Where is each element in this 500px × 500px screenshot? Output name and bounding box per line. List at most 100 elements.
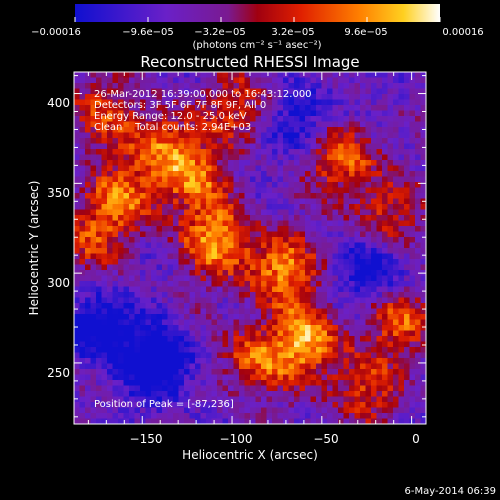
heatmap-cell (156, 121, 163, 128)
heatmap-cell (382, 72, 389, 79)
heatmap-cell (151, 198, 158, 205)
heatmap-cell (206, 248, 213, 255)
heatmap-cell (195, 193, 202, 200)
heatmap-cell (134, 121, 141, 128)
heatmap-cell (167, 286, 174, 293)
heatmap-cell (332, 314, 339, 321)
heatmap-cell (299, 204, 306, 211)
heatmap-cell (167, 231, 174, 238)
heatmap-cell (409, 380, 416, 387)
heatmap-cell (233, 303, 240, 310)
heatmap-cell (255, 341, 262, 348)
heatmap-cell (184, 204, 191, 211)
heatmap-cell (244, 363, 251, 370)
heatmap-cell (129, 88, 136, 95)
heatmap-cell (305, 198, 312, 205)
heatmap-cell (294, 226, 301, 233)
heatmap-cell (415, 253, 422, 260)
heatmap-cell (398, 237, 405, 244)
heatmap-cell (404, 369, 411, 376)
heatmap-cell (195, 110, 202, 117)
heatmap-cell (283, 336, 290, 343)
heatmap-cell (233, 165, 240, 172)
heatmap-cell (118, 83, 125, 90)
heatmap-cell (415, 143, 422, 150)
heatmap-cell (151, 138, 158, 145)
heatmap-cell (420, 308, 426, 315)
heatmap-cell (255, 380, 262, 387)
heatmap-cell (305, 253, 312, 260)
heatmap-cell (178, 209, 185, 216)
heatmap-cell (96, 363, 103, 370)
heatmap-cell (354, 231, 361, 238)
heatmap-cell (184, 176, 191, 183)
heatmap-cell (151, 99, 158, 106)
heatmap-cell (129, 154, 136, 161)
heatmap-cell (222, 204, 229, 211)
heatmap-cell (420, 330, 426, 337)
heatmap-cell (79, 402, 86, 409)
heatmap-cell (206, 253, 213, 260)
heatmap-cell (129, 110, 136, 117)
heatmap-cell (118, 215, 125, 222)
heatmap-cell (404, 182, 411, 189)
heatmap-cell (90, 94, 97, 101)
heatmap-cell (184, 220, 191, 227)
heatmap-cell (112, 138, 119, 145)
heatmap-cell (266, 99, 273, 106)
heatmap-cell (184, 303, 191, 310)
heatmap-cell (415, 242, 422, 249)
heatmap-cell (277, 143, 284, 150)
heatmap-cell (338, 198, 345, 205)
heatmap-cell (288, 83, 295, 90)
heatmap-cell (195, 182, 202, 189)
heatmap-cell (409, 132, 416, 139)
heatmap-cell (365, 72, 372, 79)
heatmap-cell (255, 94, 262, 101)
heatmap-cell (156, 358, 163, 365)
heatmap-cell (327, 402, 334, 409)
heatmap-cell (140, 308, 147, 315)
heatmap-cell (134, 319, 141, 326)
heatmap-cell (343, 297, 350, 304)
heatmap-cell (118, 385, 125, 392)
heatmap-cell (343, 105, 350, 112)
heatmap-cell (195, 336, 202, 343)
heatmap-cell (398, 325, 405, 332)
heatmap-cell (387, 154, 394, 161)
heatmap-cell (409, 121, 416, 128)
heatmap-cell (288, 270, 295, 277)
heatmap-cell (316, 132, 323, 139)
heatmap-cell (85, 264, 92, 271)
heatmap-cell (156, 171, 163, 178)
heatmap-cell (327, 363, 334, 370)
heatmap-cell (387, 275, 394, 282)
heatmap-cell (349, 286, 356, 293)
heatmap-cell (167, 187, 174, 194)
heatmap-cell (316, 220, 323, 227)
heatmap-cell (343, 358, 350, 365)
heatmap-cell (200, 281, 207, 288)
heatmap-cell (200, 110, 207, 117)
heatmap-cell (338, 231, 345, 238)
heatmap-cell (371, 171, 378, 178)
heatmap-cell (415, 138, 422, 145)
heatmap-cell (211, 88, 218, 95)
heatmap-cell (398, 391, 405, 398)
heatmap-cell (156, 369, 163, 376)
heatmap-cell (332, 281, 339, 288)
heatmap-cell (332, 358, 339, 365)
heatmap-cell (305, 385, 312, 392)
heatmap-cell (310, 143, 317, 150)
heatmap-cell (129, 402, 136, 409)
heatmap-cell (272, 413, 279, 420)
heatmap-cell (123, 253, 130, 260)
heatmap-cell (189, 143, 196, 150)
heatmap-cell (277, 215, 284, 222)
heatmap-cell (387, 160, 394, 167)
heatmap-cell (244, 77, 251, 84)
heatmap-cell (145, 385, 152, 392)
heatmap-cell (228, 226, 235, 233)
heatmap-cell (228, 94, 235, 101)
heatmap-cell (288, 237, 295, 244)
